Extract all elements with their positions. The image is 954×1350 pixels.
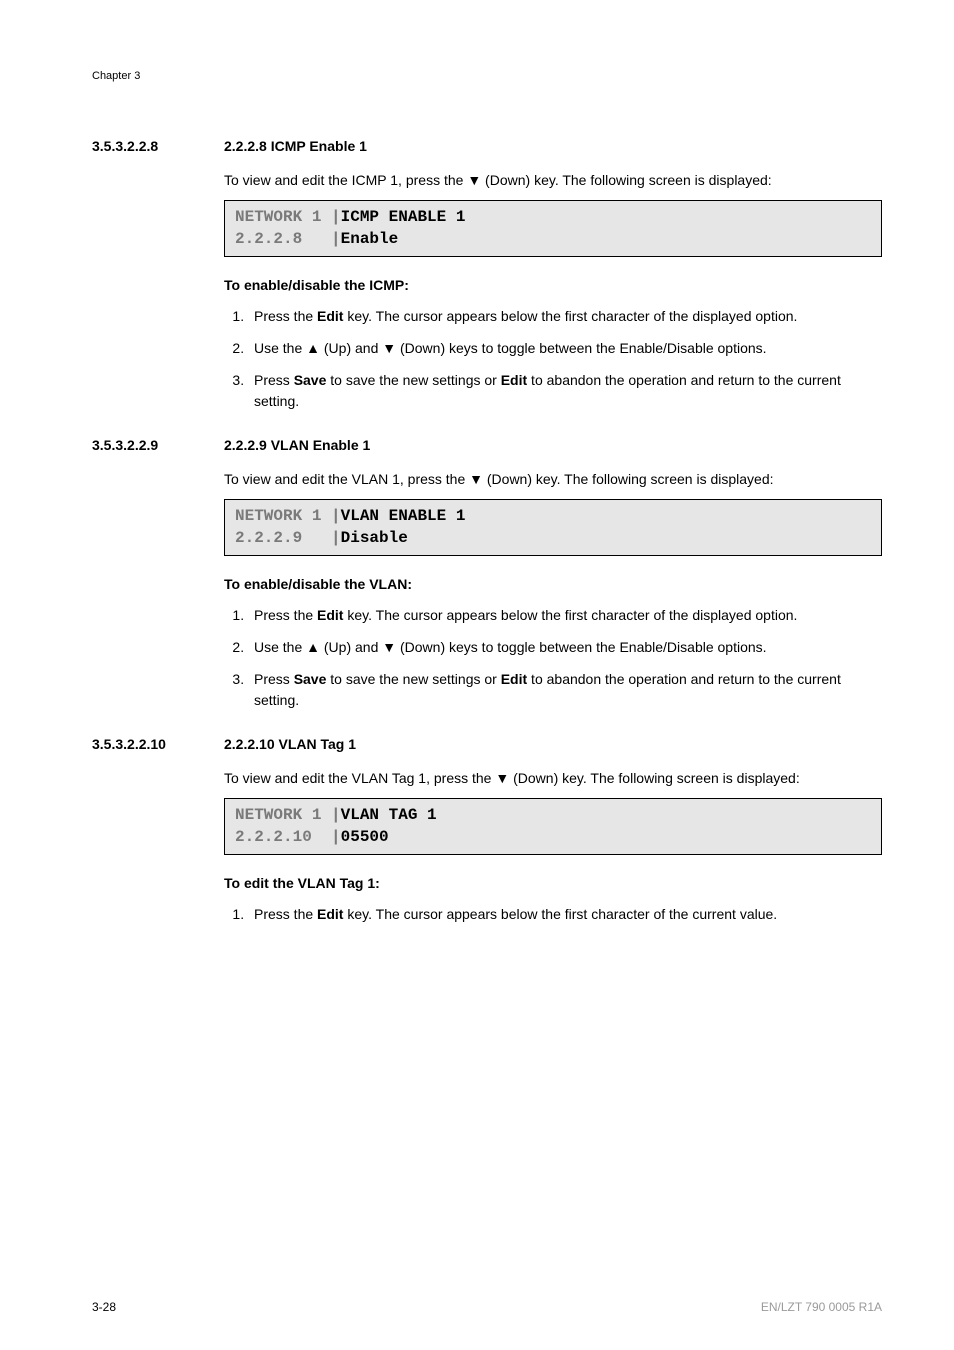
text: key. The cursor appears below the first …: [343, 308, 797, 324]
step-item: Press Save to save the new settings or E…: [248, 669, 882, 710]
section-header: 3.5.3.2.2.9 2.2.2.9 VLAN Enable 1: [92, 437, 882, 453]
code-grey: NETWORK 1 |: [235, 507, 341, 525]
text: Press the: [254, 308, 317, 324]
down-arrow-icon: ▼: [467, 172, 481, 188]
text: (Down) key. The following screen is disp…: [481, 172, 772, 188]
text: (Down) key. The following screen is disp…: [483, 471, 774, 487]
edit-key-label: Edit: [501, 671, 527, 687]
steps-list: Press the Edit key. The cursor appears b…: [224, 306, 882, 411]
text: To view and edit the VLAN Tag 1, press t…: [224, 770, 495, 786]
text: to save the new settings or: [326, 671, 500, 687]
code-grey: NETWORK 1 |: [235, 806, 341, 824]
intro-para: To view and edit the ICMP 1, press the ▼…: [224, 170, 882, 190]
text: Use the: [254, 639, 306, 655]
text: key. The cursor appears below the first …: [343, 906, 777, 922]
down-arrow-icon: ▼: [495, 770, 509, 786]
intro-para: To view and edit the VLAN 1, press the ▼…: [224, 469, 882, 489]
down-arrow-icon: ▼: [469, 471, 483, 487]
code-grey: 2.2.2.8 |: [235, 230, 341, 248]
up-arrow-icon: ▲: [306, 639, 320, 655]
code-black: ICMP ENABLE 1: [341, 208, 466, 226]
text: Press: [254, 372, 294, 388]
text: (Up) and: [320, 639, 382, 655]
code-black: VLAN TAG 1: [341, 806, 437, 824]
page-footer: 3-28 EN/LZT 790 0005 R1A: [92, 1300, 882, 1314]
text: (Down) key. The following screen is disp…: [509, 770, 800, 786]
text: key. The cursor appears below the first …: [343, 607, 797, 623]
step-item: Press the Edit key. The cursor appears b…: [248, 605, 882, 625]
section-content: To view and edit the ICMP 1, press the ▼…: [224, 170, 882, 411]
steps-list: Press the Edit key. The cursor appears b…: [224, 605, 882, 710]
down-arrow-icon: ▼: [382, 639, 396, 655]
code-grey: 2.2.2.9 |: [235, 529, 341, 547]
procedure-heading: To enable/disable the VLAN:: [224, 574, 882, 594]
text: Press the: [254, 906, 317, 922]
text: Press: [254, 671, 294, 687]
section-content: To view and edit the VLAN 1, press the ▼…: [224, 469, 882, 710]
lcd-display-box: NETWORK 1 |VLAN ENABLE 1 2.2.2.9 |Disabl…: [224, 499, 882, 556]
step-item: Use the ▲ (Up) and ▼ (Down) keys to togg…: [248, 637, 882, 657]
code-black: VLAN ENABLE 1: [341, 507, 466, 525]
save-key-label: Save: [294, 671, 327, 687]
code-black: Disable: [341, 529, 408, 547]
section-header: 3.5.3.2.2.8 2.2.2.8 ICMP Enable 1: [92, 138, 882, 154]
text: To view and edit the VLAN 1, press the: [224, 471, 469, 487]
chapter-label: Chapter 3: [92, 70, 882, 82]
intro-para: To view and edit the VLAN Tag 1, press t…: [224, 768, 882, 788]
edit-key-label: Edit: [501, 372, 527, 388]
doc-reference: EN/LZT 790 0005 R1A: [761, 1300, 882, 1314]
procedure-heading: To enable/disable the ICMP:: [224, 275, 882, 295]
section-number: 3.5.3.2.2.8: [92, 138, 224, 154]
section-content: To view and edit the VLAN Tag 1, press t…: [224, 768, 882, 924]
code-grey: 2.2.2.10 |: [235, 828, 341, 846]
steps-list: Press the Edit key. The cursor appears b…: [224, 904, 882, 924]
section-title: 2.2.2.9 VLAN Enable 1: [224, 437, 370, 453]
text: (Down) keys to toggle between the Enable…: [396, 639, 766, 655]
edit-key-label: Edit: [317, 607, 343, 623]
section-title: 2.2.2.10 VLAN Tag 1: [224, 736, 356, 752]
section-title: 2.2.2.8 ICMP Enable 1: [224, 138, 367, 154]
text: (Down) keys to toggle between the Enable…: [396, 340, 766, 356]
text: Press the: [254, 607, 317, 623]
down-arrow-icon: ▼: [382, 340, 396, 356]
lcd-display-box: NETWORK 1 |VLAN TAG 1 2.2.2.10 |05500: [224, 798, 882, 855]
up-arrow-icon: ▲: [306, 340, 320, 356]
page-number: 3-28: [92, 1300, 116, 1314]
page-container: Chapter 3 3.5.3.2.2.8 2.2.2.8 ICMP Enabl…: [0, 0, 954, 1350]
procedure-heading: To edit the VLAN Tag 1:: [224, 873, 882, 893]
code-black: Enable: [341, 230, 399, 248]
section-number: 3.5.3.2.2.9: [92, 437, 224, 453]
edit-key-label: Edit: [317, 906, 343, 922]
step-item: Use the ▲ (Up) and ▼ (Down) keys to togg…: [248, 338, 882, 358]
edit-key-label: Edit: [317, 308, 343, 324]
text: Use the: [254, 340, 306, 356]
step-item: Press Save to save the new settings or E…: [248, 370, 882, 411]
save-key-label: Save: [294, 372, 327, 388]
step-item: Press the Edit key. The cursor appears b…: [248, 904, 882, 924]
section-number: 3.5.3.2.2.10: [92, 736, 224, 752]
code-grey: NETWORK 1 |: [235, 208, 341, 226]
lcd-display-box: NETWORK 1 |ICMP ENABLE 1 2.2.2.8 |Enable: [224, 200, 882, 257]
text: (Up) and: [320, 340, 382, 356]
text: To view and edit the ICMP 1, press the: [224, 172, 467, 188]
section-header: 3.5.3.2.2.10 2.2.2.10 VLAN Tag 1: [92, 736, 882, 752]
step-item: Press the Edit key. The cursor appears b…: [248, 306, 882, 326]
code-black: 05500: [341, 828, 389, 846]
text: to save the new settings or: [326, 372, 500, 388]
